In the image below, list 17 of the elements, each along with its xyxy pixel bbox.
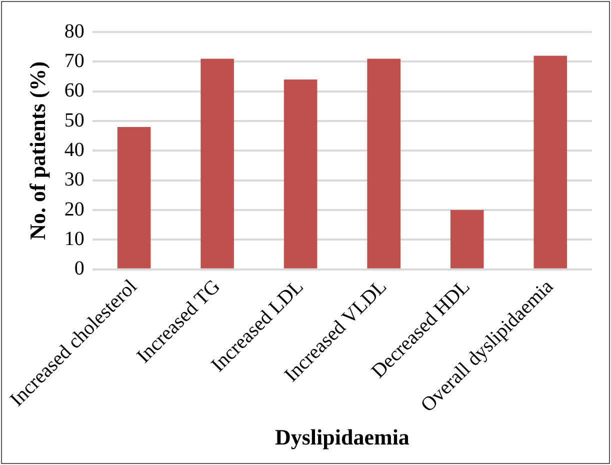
y-tick-label: 30: [64, 168, 84, 191]
bar: [284, 79, 318, 268]
y-tick-label: 0: [74, 258, 84, 280]
y-tick-label: 50: [64, 109, 84, 132]
y-tick-label: 20: [64, 198, 84, 220]
y-tick-label: 70: [64, 50, 84, 72]
y-tick-label: 80: [64, 20, 84, 42]
y-tick-label: 40: [64, 138, 84, 161]
y-tick-label: 10: [64, 228, 84, 250]
y-axis-title: No. of patients (%): [24, 61, 50, 240]
x-axis-title: Dyslipidaemia: [274, 424, 410, 450]
bar: [534, 56, 568, 268]
bar: [367, 58, 400, 268]
y-tick-label: 60: [64, 80, 84, 102]
bar: [200, 58, 234, 268]
bar: [450, 210, 484, 268]
bar: [117, 126, 151, 268]
